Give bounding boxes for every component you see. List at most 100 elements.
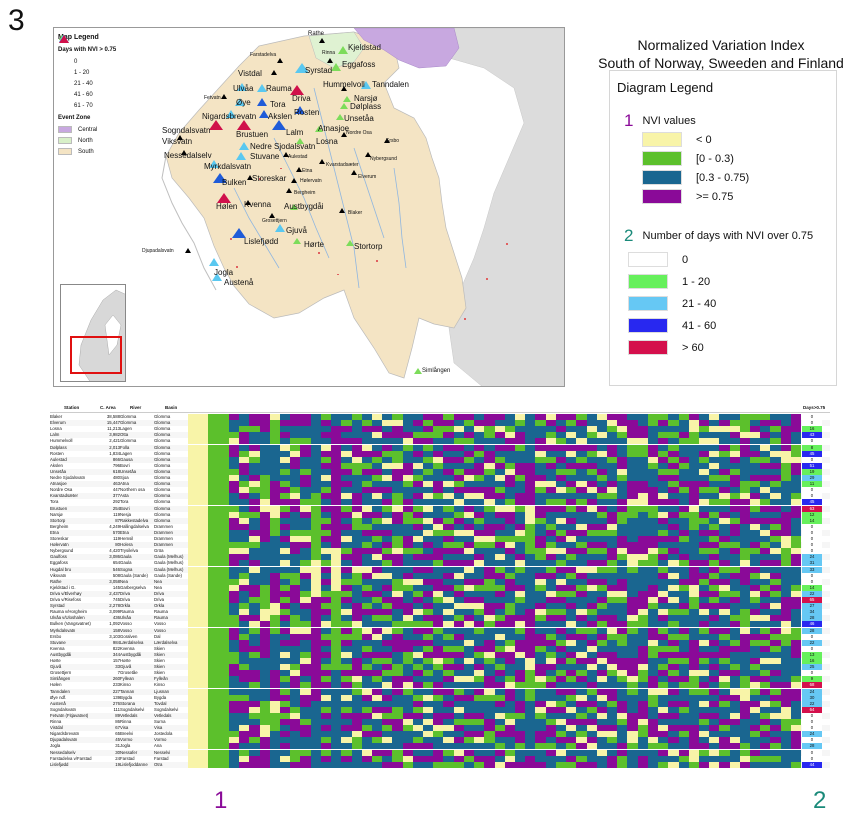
nvi-cell	[627, 475, 638, 482]
nvi-cell	[770, 664, 781, 671]
nvi-cell	[545, 639, 556, 646]
nvi-cell	[678, 456, 689, 463]
nvi-cell	[545, 414, 556, 421]
nvi-cell	[709, 450, 720, 457]
nvi-cell	[504, 554, 515, 561]
nvi-cell	[729, 590, 740, 597]
nvi-cell	[729, 700, 740, 707]
nvi-cell	[525, 456, 536, 463]
nvi-cell	[780, 572, 791, 579]
nvi-cell	[525, 505, 536, 512]
nvi-cell	[198, 414, 209, 421]
nvi-cell	[392, 536, 403, 543]
nvi-cell	[617, 456, 628, 463]
nvi-cell	[208, 529, 219, 536]
nvi-cell	[545, 542, 556, 549]
nvi-cell	[269, 664, 280, 671]
nvi-cell	[290, 481, 301, 488]
nvi-cell	[392, 749, 403, 756]
nvi-cell	[760, 548, 771, 555]
nvi-cell	[535, 414, 546, 421]
nvi-cell	[678, 682, 689, 689]
nvi-cell	[433, 468, 444, 475]
nvi-cell	[382, 529, 393, 536]
nvi-cell	[545, 761, 556, 768]
station-marker-gjuva	[275, 224, 285, 232]
nvi-cell	[331, 731, 342, 738]
nvi-cell	[678, 584, 689, 591]
nvi-cell	[678, 462, 689, 469]
table-cell-river: Bygda	[120, 694, 133, 700]
station-marker-tanndalen	[361, 81, 371, 89]
nvi-cell	[698, 420, 710, 427]
nvi-cell	[780, 645, 791, 652]
nvi-cell	[719, 682, 730, 689]
nvi-cell	[433, 615, 444, 622]
nvi-cell	[760, 609, 771, 616]
nvi-cell	[300, 517, 311, 524]
nvi-cell	[208, 664, 219, 671]
nvi-cell	[586, 743, 597, 750]
nvi-cell	[402, 737, 413, 744]
nvi-cell	[279, 694, 291, 701]
nvi-cell	[535, 578, 546, 585]
nvi-cell	[208, 566, 219, 573]
table-cell-river: Glomma	[120, 420, 137, 426]
nvi-cell	[566, 597, 577, 604]
station-marker-kvenna	[245, 200, 251, 205]
nvi-cell	[780, 420, 791, 427]
nvi-cell	[208, 603, 219, 610]
nvi-cell	[300, 590, 311, 597]
table-cell-area: 292	[112, 499, 120, 505]
nvi-cell	[331, 536, 342, 543]
nvi-cell	[780, 523, 791, 530]
nvi-cell	[463, 664, 475, 671]
nvi-cell	[637, 651, 648, 658]
nvi-cell	[668, 468, 679, 475]
nvi-cell	[433, 743, 444, 750]
nvi-cell	[423, 743, 434, 750]
nvi-cell	[494, 572, 505, 579]
nvi-cell	[361, 462, 372, 469]
table-cell-area: 1,834	[109, 450, 120, 456]
nvi-cell	[576, 633, 587, 640]
nvi-cell	[566, 487, 577, 494]
nvi-cell	[627, 670, 638, 677]
nvi-cell	[198, 603, 209, 610]
nvi-cell	[576, 645, 587, 652]
nvi-cell	[239, 572, 250, 579]
nvi-cell	[729, 658, 740, 665]
station-label: Rauma	[266, 84, 292, 93]
nvi-cell	[402, 651, 413, 658]
nvi-cell	[433, 511, 444, 518]
nvi-cell	[535, 688, 546, 695]
nvi-cell	[259, 499, 270, 506]
nvi-cell	[412, 450, 424, 457]
nvi-cell	[198, 725, 209, 732]
nvi-cell	[525, 450, 536, 457]
nvi-cell	[586, 578, 597, 585]
nvi-cell	[361, 682, 372, 689]
nvi-cell	[627, 493, 638, 500]
table-cell-station: Akslen	[50, 462, 63, 468]
legend-days-item: 0	[628, 252, 688, 267]
nvi-cell	[371, 658, 383, 665]
table-row: Hølen 233 Kinso Kinso 68	[50, 682, 830, 689]
nvi-cell	[790, 450, 802, 457]
nvi-cell	[566, 749, 577, 756]
nvi-cell	[668, 554, 679, 561]
nvi-cell	[750, 706, 761, 713]
nvi-cell	[218, 426, 229, 433]
nvi-cell	[668, 597, 679, 604]
table-row: Stortorp 87 Rakkestadelva Glomma 14	[50, 517, 830, 524]
nvi-stripe	[188, 725, 802, 732]
nvi-cell	[709, 664, 720, 671]
nvi-cell	[300, 505, 311, 512]
nvi-cell	[392, 706, 403, 713]
nvi-cell	[780, 414, 791, 421]
nvi-cell	[596, 700, 607, 707]
station-label: Losna	[316, 137, 338, 146]
nvi-cell	[423, 658, 434, 665]
nvi-cell	[208, 676, 219, 683]
nvi-cell	[617, 645, 628, 652]
